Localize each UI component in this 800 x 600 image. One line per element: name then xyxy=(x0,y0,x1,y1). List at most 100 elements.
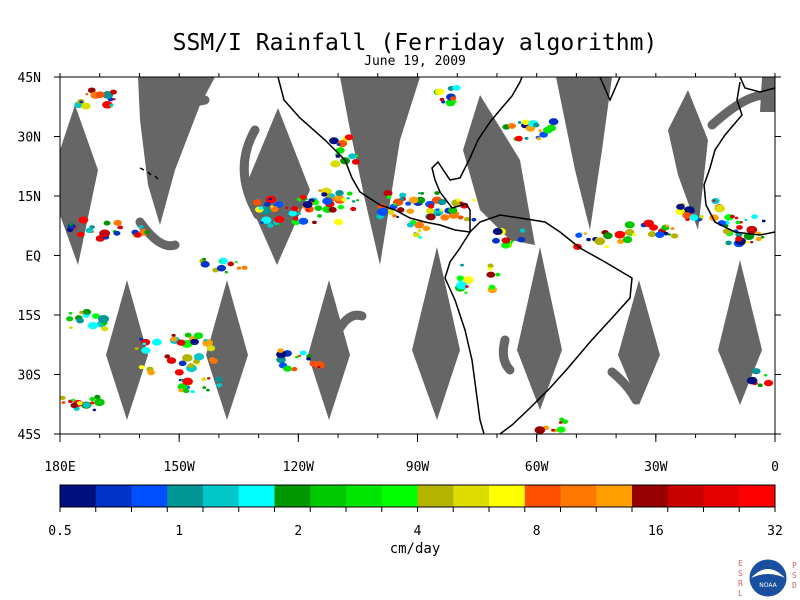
logo-letter: S xyxy=(738,569,743,578)
rain-patch xyxy=(751,214,758,220)
rain-patch xyxy=(218,260,222,263)
rain-patch xyxy=(305,209,310,212)
rain-patch xyxy=(113,219,122,226)
rain-patch xyxy=(514,135,523,142)
rain-patch xyxy=(699,215,704,219)
rain-patch xyxy=(174,369,184,376)
rain-patch xyxy=(91,313,100,319)
rain-patch xyxy=(420,191,425,195)
rain-patch xyxy=(295,355,299,359)
rain-patch xyxy=(141,346,151,354)
rain-patch xyxy=(492,237,500,244)
rain-patch xyxy=(267,223,274,228)
rain-patch xyxy=(536,137,542,141)
rain-patch xyxy=(456,281,468,290)
rain-patch xyxy=(176,339,186,346)
rain-patch xyxy=(760,235,765,239)
rain-patch xyxy=(288,210,297,217)
rain-patch xyxy=(299,194,307,200)
rain-patch xyxy=(94,398,105,407)
rain-patch xyxy=(318,189,322,192)
rain-patch xyxy=(182,377,193,386)
rain-patch xyxy=(109,103,114,107)
rain-patch xyxy=(214,376,223,383)
psd-letters: PSD xyxy=(792,561,797,590)
rain-patch xyxy=(134,232,142,238)
colorbar-swatch xyxy=(560,485,597,507)
rain-patch xyxy=(333,218,343,226)
swath-top-5 xyxy=(668,90,708,230)
rain-patch xyxy=(575,232,583,238)
rain-patch xyxy=(170,336,178,342)
colorbar-swatch xyxy=(524,485,561,507)
logo-letter: L xyxy=(738,589,743,598)
rain-patch xyxy=(744,218,748,222)
rain-patch xyxy=(471,217,477,222)
rain-patch xyxy=(670,227,675,230)
rain-patch xyxy=(200,260,210,268)
rain-patch xyxy=(329,193,336,198)
rain-patch xyxy=(70,402,78,409)
rain-patch xyxy=(647,231,657,238)
rain-patch xyxy=(337,204,345,210)
rain-patch xyxy=(216,383,223,388)
rain-patch xyxy=(197,363,201,366)
colorbar-swatch xyxy=(739,485,776,507)
rain-patch xyxy=(712,199,716,202)
rain-patch xyxy=(283,365,292,372)
colorbar-swatch xyxy=(489,485,526,507)
rain-patch xyxy=(202,257,207,261)
x-tick-label: 120W xyxy=(283,460,314,475)
rain-patch xyxy=(292,219,300,226)
rain-patch xyxy=(201,377,207,381)
rain-patch xyxy=(270,205,274,208)
rain-patch xyxy=(276,356,286,364)
colorbar xyxy=(59,484,776,512)
rain-patch xyxy=(60,395,66,401)
rain-patch xyxy=(746,376,758,385)
colorbar-swatch xyxy=(453,485,490,507)
rain-patch xyxy=(450,96,457,101)
rain-patch xyxy=(61,401,66,404)
logo-letter: R xyxy=(738,579,743,588)
rain-patch xyxy=(414,221,425,229)
rain-patch xyxy=(268,197,272,201)
rain-patch xyxy=(351,200,356,203)
rain-patch xyxy=(112,98,116,101)
rain-patch xyxy=(750,240,754,244)
rain-patch xyxy=(735,236,743,242)
rain-patch xyxy=(539,131,548,138)
rain-patch xyxy=(85,93,89,96)
rain-patch xyxy=(556,426,566,433)
rain-patch xyxy=(464,291,468,294)
rain-patch xyxy=(714,204,726,213)
rain-patch xyxy=(507,123,517,129)
rain-patch xyxy=(101,326,109,332)
rain-patch xyxy=(532,122,540,128)
rain-patch xyxy=(284,206,289,210)
rain-patch xyxy=(434,191,440,195)
rain-patch xyxy=(321,192,328,197)
rain-patch xyxy=(386,209,395,215)
logo-letter: P xyxy=(792,561,797,570)
rain-patch xyxy=(441,100,446,104)
rain-patch xyxy=(260,221,264,224)
rain-patch xyxy=(655,231,665,238)
rain-patch xyxy=(665,224,669,228)
rain-patch xyxy=(558,421,563,424)
rain-patch xyxy=(463,216,471,222)
colorbar-swatch xyxy=(703,485,740,507)
rain-patch xyxy=(377,207,389,216)
rain-patch xyxy=(87,322,98,330)
rain-patch xyxy=(624,221,635,229)
colorbar-swatch xyxy=(203,485,240,507)
rain-patch xyxy=(171,333,176,337)
rain-patch xyxy=(290,205,299,212)
rain-patch xyxy=(277,223,281,226)
rain-patch xyxy=(190,390,196,394)
noaa-text: NOAA xyxy=(759,582,777,589)
rain-patch xyxy=(344,134,354,141)
rain-patch xyxy=(328,206,337,213)
rain-patch xyxy=(206,345,216,352)
